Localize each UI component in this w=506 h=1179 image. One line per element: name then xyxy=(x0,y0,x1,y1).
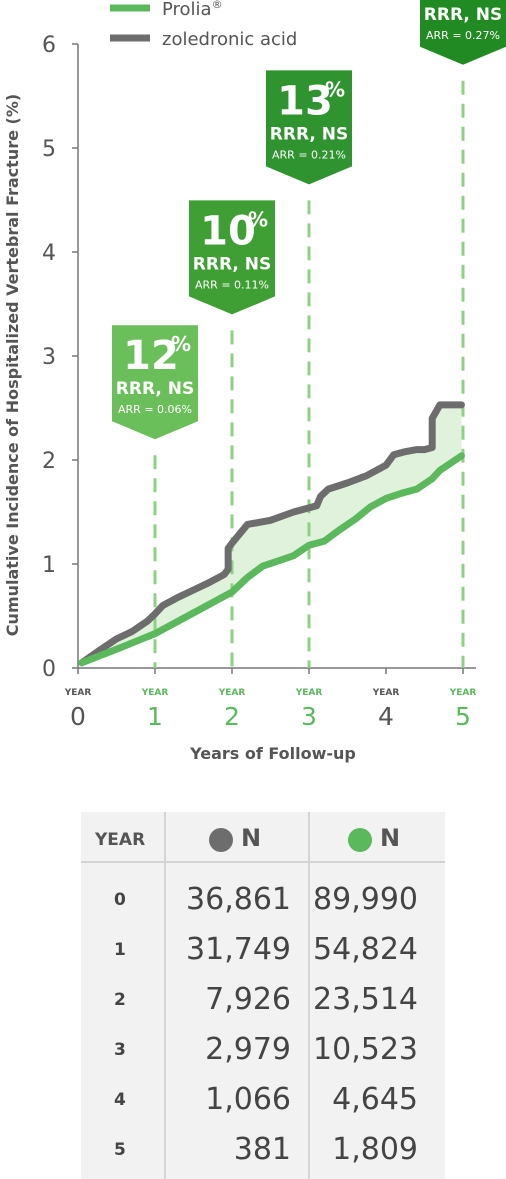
prolia-series-line xyxy=(78,452,465,667)
prolia-dot-icon xyxy=(348,828,372,852)
row-zoledronic-n: 36,861 xyxy=(186,882,291,917)
x-axis-label: Years of Follow-up xyxy=(189,744,356,763)
callout-percent: 12 xyxy=(123,333,179,379)
row-year: 4 xyxy=(114,1090,126,1110)
prolia-n-header: N xyxy=(380,824,401,852)
row-year: 0 xyxy=(114,890,126,910)
table-header: YEAR N N xyxy=(81,812,445,863)
row-zoledronic-n: 1,066 xyxy=(205,1082,291,1117)
callout-percent-sign: % xyxy=(325,77,345,101)
callout-box xyxy=(189,200,275,315)
rrr-callout: 13% RRR, NS ARR = 0.21% xyxy=(266,70,352,185)
callout-arr-label: ARR = 0.27% xyxy=(426,29,500,42)
x-tick-prefix: YEAR xyxy=(141,688,169,698)
row-zoledronic-n: 31,749 xyxy=(186,932,291,967)
x-tick-label: 5 xyxy=(455,702,471,731)
callout-box xyxy=(112,325,198,440)
column-divider xyxy=(308,812,310,1179)
callout-percent-sign: % xyxy=(248,207,268,231)
callout-arr-label: ARR = 0.21% xyxy=(272,148,346,161)
x-tick-prefix: YEAR xyxy=(295,688,323,698)
row-prolia-n: 89,990 xyxy=(313,882,418,917)
zoledronic-acid-series-line xyxy=(78,401,465,667)
y-axis-label: Cumulative Incidence of Hospitalized Ver… xyxy=(3,94,22,636)
callout-box xyxy=(420,0,506,65)
column-divider xyxy=(164,812,166,1179)
callout-percent-sign: % xyxy=(171,332,191,356)
x-tick-label: 3 xyxy=(301,702,317,731)
table-row: 3 2,979 10,523 xyxy=(81,1026,445,1075)
legend-label: zoledronic acid xyxy=(162,29,297,50)
callout-percent: 10 xyxy=(431,0,487,5)
row-year: 1 xyxy=(114,940,126,960)
y-tick-label: 5 xyxy=(42,137,56,162)
callout-percent: 10 xyxy=(200,208,256,254)
callout-box xyxy=(266,70,352,185)
rrr-callout: 10% RRR, NS ARR = 0.11% xyxy=(189,200,275,315)
x-tick-prefix: YEAR xyxy=(64,688,92,698)
y-tick-label: 0 xyxy=(42,657,56,682)
annotations: 12% RRR, NS ARR = 0.06% 10% RRR, NS ARR = 0.1… xyxy=(112,0,506,440)
table-row: 0 36,861 89,990 xyxy=(81,876,445,925)
callout-rrr-label: RRR, NS xyxy=(193,254,271,274)
zoledronic-n-header: N xyxy=(241,824,262,852)
zoledronic-dot-icon xyxy=(209,828,233,852)
y-tick-label: 4 xyxy=(42,241,56,266)
row-zoledronic-n: 2,979 xyxy=(205,1032,291,1067)
table-row: 1 31,749 54,824 xyxy=(81,926,445,975)
x-tick-prefix: YEAR xyxy=(449,688,477,698)
callout-arr-label: ARR = 0.06% xyxy=(118,403,192,416)
x-tick-label: 4 xyxy=(378,702,394,731)
row-zoledronic-n: 7,926 xyxy=(205,982,291,1017)
y-tick-label: 3 xyxy=(42,345,56,370)
patients-at-risk-table: YEAR N N 0 36,861 89,990 1 31,749 54,824 2 7,92… xyxy=(81,812,445,1179)
legend: Prolia® zoledronic acid xyxy=(110,0,297,50)
row-prolia-n: 54,824 xyxy=(313,932,418,967)
row-year: 3 xyxy=(114,1040,126,1060)
callout-rrr-label: RRR, NS xyxy=(270,124,348,144)
row-prolia-n: 1,809 xyxy=(332,1132,418,1167)
callout-rrr-label: RRR, NS xyxy=(116,379,194,399)
row-year: 2 xyxy=(114,990,126,1010)
series xyxy=(78,401,465,667)
callout-percent: 13 xyxy=(277,78,333,124)
x-tick-label: 1 xyxy=(147,702,163,731)
table-row: 2 7,926 23,514 xyxy=(81,976,445,1025)
x-tick-label: 0 xyxy=(70,702,86,731)
row-zoledronic-n: 381 xyxy=(233,1132,291,1167)
table-row: 5 381 1,809 xyxy=(81,1126,445,1175)
callout-arr-label: ARR = 0.11% xyxy=(195,278,269,291)
row-year: 5 xyxy=(114,1140,126,1160)
rrr-callout: 12% RRR, NS ARR = 0.06% xyxy=(112,325,198,440)
x-tick-label: 2 xyxy=(224,702,240,731)
table-row: 4 1,066 4,645 xyxy=(81,1076,445,1125)
x-tick-prefix: YEAR xyxy=(218,688,246,698)
row-prolia-n: 23,514 xyxy=(313,982,418,1017)
y-tick-label: 6 xyxy=(42,33,56,58)
x-tick-prefix: YEAR xyxy=(372,688,400,698)
year-column-header: YEAR xyxy=(95,830,146,850)
callout-rrr-label: RRR, NS xyxy=(424,5,502,25)
legend-label: Prolia® xyxy=(162,0,223,20)
row-prolia-n: 4,645 xyxy=(332,1082,418,1117)
y-tick-label: 2 xyxy=(42,449,56,474)
y-tick-label: 1 xyxy=(42,553,56,578)
row-prolia-n: 10,523 xyxy=(313,1032,418,1067)
